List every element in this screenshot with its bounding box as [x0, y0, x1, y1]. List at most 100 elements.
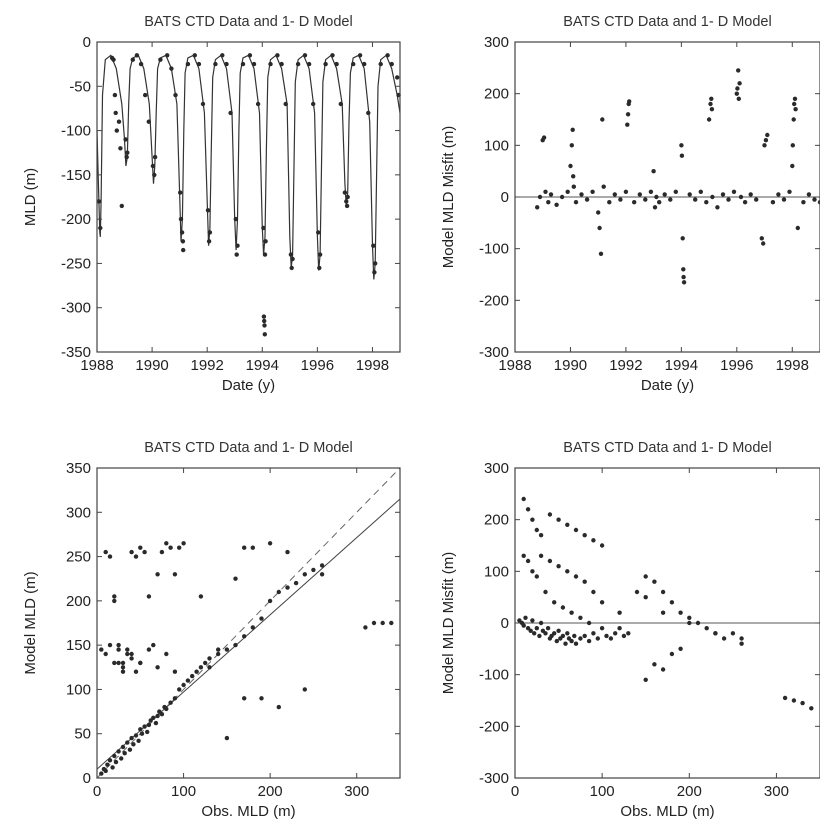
data-point	[107, 758, 113, 763]
data-point	[754, 197, 759, 202]
data-point	[233, 642, 238, 648]
data-point	[242, 545, 247, 550]
data-point	[643, 677, 648, 682]
y-tick-label: 300	[484, 460, 509, 477]
data-point	[103, 768, 108, 774]
data-point	[242, 696, 247, 701]
data-point	[687, 192, 692, 197]
data-point	[792, 96, 798, 102]
data-point	[625, 112, 631, 117]
data-point	[571, 174, 576, 179]
x-tick-label: 1988	[80, 357, 113, 374]
model-line	[96, 54, 401, 280]
data-point	[124, 154, 129, 160]
data-point	[164, 541, 169, 546]
data-point	[710, 194, 715, 200]
data-point	[203, 660, 208, 666]
data-point	[118, 146, 123, 151]
data-point	[734, 91, 739, 96]
y-tick-label: -300	[479, 770, 509, 787]
y-tick-label: -100	[479, 667, 509, 684]
data-point	[112, 660, 117, 666]
data-point	[116, 119, 122, 124]
data-point	[306, 61, 312, 67]
y-tick-label: -200	[479, 718, 509, 735]
data-point	[168, 545, 173, 550]
data-point	[795, 225, 800, 231]
data-point	[806, 192, 812, 197]
data-point	[172, 572, 178, 577]
data-point	[538, 533, 544, 538]
y-tick-label: 0	[501, 189, 509, 206]
panel-obs-vs-misfit: BATS CTD Data and 1- D Model 0 100 200 300 30…	[440, 440, 820, 820]
data-point	[224, 61, 229, 67]
data-point	[143, 92, 148, 98]
data-point	[530, 517, 535, 522]
data-point	[165, 53, 170, 58]
x-tick-label: 1990	[135, 357, 168, 374]
data-point	[651, 169, 656, 174]
x-axis-label: Date (y)	[222, 377, 275, 394]
y-tick-label: -200	[61, 211, 91, 228]
data-point	[99, 647, 104, 652]
data-point	[565, 631, 570, 636]
x-tick-label: 1996	[720, 357, 753, 374]
data-point	[192, 53, 197, 58]
data-point	[678, 646, 683, 651]
data-point	[763, 138, 769, 143]
data-point	[637, 192, 642, 197]
data-point	[103, 651, 108, 657]
data-point	[530, 569, 535, 574]
data-point	[680, 236, 685, 241]
data-point	[125, 651, 130, 657]
data-point	[538, 553, 544, 558]
data-point	[240, 61, 246, 67]
data-point	[155, 572, 160, 577]
data-point	[591, 538, 596, 543]
data-point	[607, 200, 612, 205]
data-point	[708, 101, 713, 107]
data-point	[190, 673, 195, 679]
data-point	[563, 641, 568, 646]
data-point	[704, 200, 709, 205]
data-point	[262, 323, 267, 328]
x-tick-label: 1992	[190, 357, 223, 374]
data-point	[262, 318, 267, 324]
data-point	[283, 101, 288, 107]
data-point	[107, 642, 113, 648]
data-point	[330, 53, 335, 58]
data-point	[715, 205, 720, 210]
x-tick-label: 300	[344, 783, 369, 800]
data-point	[120, 744, 126, 750]
data-point	[177, 687, 182, 692]
data-point	[720, 192, 726, 197]
data-point	[765, 132, 770, 138]
data-point	[721, 636, 727, 641]
data-point	[579, 192, 584, 197]
data-point	[317, 265, 322, 271]
data-point	[351, 61, 356, 67]
data-point	[213, 61, 218, 67]
data-point	[342, 190, 348, 195]
data-point	[224, 647, 230, 652]
y-tick-label: -50	[69, 78, 91, 95]
one-to-one-line	[96, 467, 401, 779]
data-point	[295, 61, 301, 67]
data-point	[96, 199, 102, 204]
y-tick-label: 300	[66, 504, 91, 521]
x-tick-label: 1988	[498, 357, 531, 374]
data-point	[125, 150, 130, 155]
data-point	[681, 274, 686, 280]
data-point	[133, 554, 139, 559]
data-point	[363, 625, 368, 630]
y-tick-label: 200	[484, 512, 509, 529]
data-point	[255, 101, 261, 107]
data-point	[578, 615, 583, 620]
data-point	[152, 154, 158, 160]
data-point	[285, 585, 290, 590]
data-point	[543, 589, 548, 595]
data-point	[172, 696, 178, 701]
data-point	[344, 199, 349, 204]
data-point	[812, 197, 817, 202]
data-point	[534, 626, 539, 631]
